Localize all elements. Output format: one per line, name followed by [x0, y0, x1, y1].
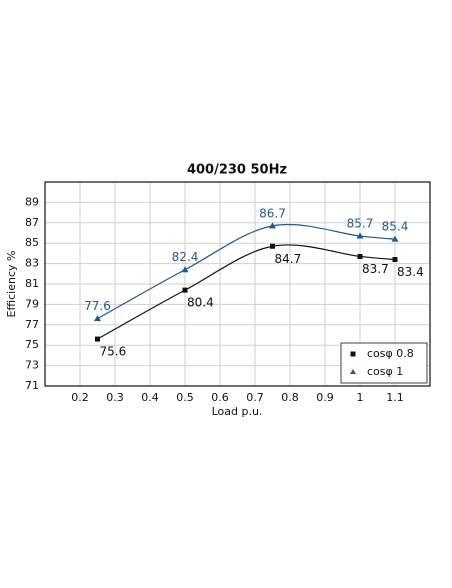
data-label: 85.4: [382, 220, 409, 234]
x-tick-label: 1: [357, 391, 364, 404]
y-tick-label: 73: [25, 359, 39, 372]
data-label: 75.6: [100, 345, 127, 359]
chart-title: 400/230 50Hz: [187, 163, 287, 178]
x-tick-label: 0.2: [71, 391, 89, 404]
x-tick-label: 0.7: [246, 391, 264, 404]
data-label: 77.6: [84, 299, 111, 313]
series-line: [97, 244, 396, 340]
legend-marker: [350, 351, 356, 357]
marker: [357, 253, 363, 259]
marker: [392, 257, 398, 263]
x-tick-label: 1.1: [386, 391, 404, 404]
y-tick-label: 87: [25, 216, 39, 229]
data-label: 82.4: [172, 250, 199, 264]
series-line: [97, 223, 396, 320]
legend-marker: [350, 369, 356, 374]
marker: [270, 243, 275, 249]
data-label: 83.4: [397, 265, 424, 279]
x-tick-label: 0.8: [281, 391, 299, 404]
y-tick-label: 81: [25, 277, 39, 290]
data-label: 85.7: [347, 217, 374, 231]
marker: [94, 315, 101, 322]
y-tick-label: 77: [25, 318, 39, 331]
x-tick-label: 0.9: [316, 391, 334, 404]
x-axis-label: Load p.u.: [212, 405, 263, 418]
y-tick-label: 89: [25, 195, 39, 208]
marker: [182, 287, 188, 293]
x-tick-label: 0.3: [106, 391, 124, 404]
marker: [95, 336, 100, 342]
marker: [269, 222, 276, 229]
x-tick-label: 0.4: [141, 391, 159, 404]
x-tick-label: 0.6: [211, 391, 229, 404]
y-axis-label: Efficiency %: [5, 251, 18, 318]
y-tick-label: 71: [25, 379, 39, 392]
y-tick-label: 85: [25, 236, 39, 249]
legend-label: cosφ 1: [367, 365, 403, 378]
marker: [356, 232, 364, 239]
data-label: 83.7: [362, 262, 389, 276]
plot-frame: [44, 181, 431, 387]
data-label: 86.7: [259, 206, 286, 220]
legend-label: cosφ 0.8: [367, 347, 414, 360]
x-tick-label: 0.5: [176, 391, 194, 404]
legend-box: [340, 342, 428, 384]
y-tick-label: 83: [25, 257, 39, 270]
y-tick-label: 75: [25, 338, 39, 351]
data-label: 80.4: [187, 296, 214, 310]
data-label: 84.7: [275, 252, 302, 266]
y-tick-label: 79: [25, 297, 39, 310]
marker: [181, 266, 189, 273]
marker: [391, 235, 399, 242]
